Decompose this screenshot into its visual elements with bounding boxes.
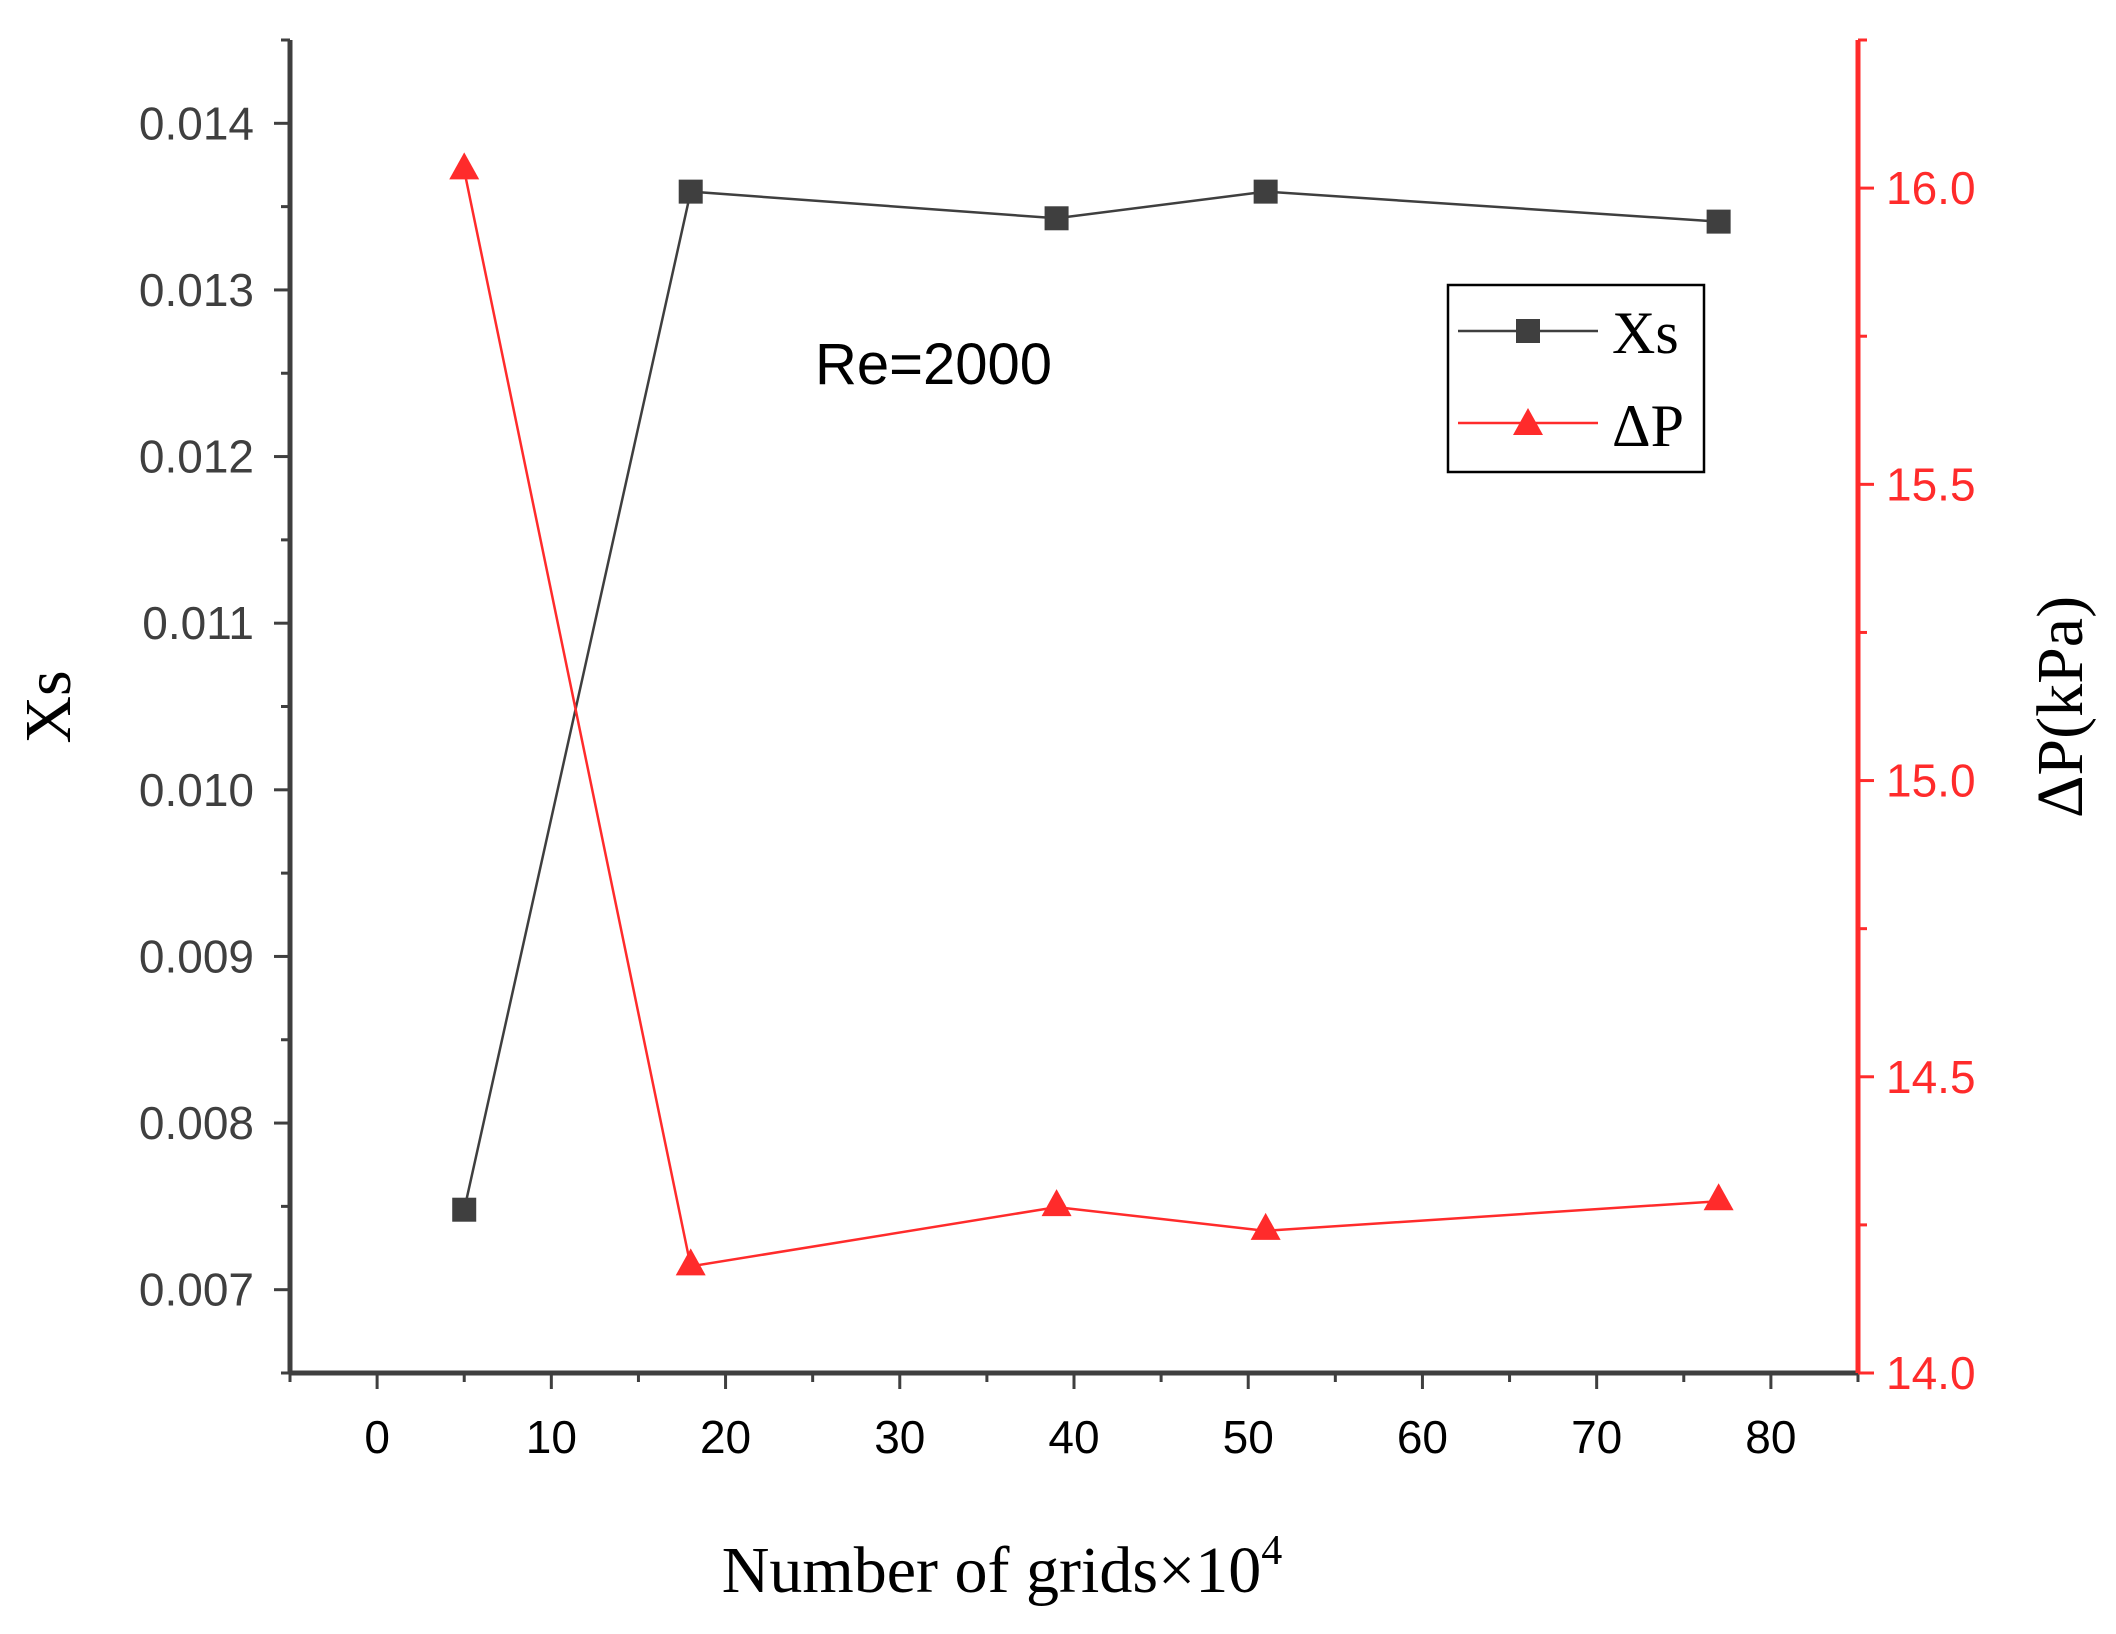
x-axis-ticks: 0 10 20 30 40 50 60 70 80 xyxy=(288,1373,1860,1463)
left-y-tick-label: 0.009 xyxy=(139,930,254,982)
left-y-tick-label: 0.014 xyxy=(139,97,254,149)
x-tick-label: 60 xyxy=(1397,1411,1448,1463)
right-y-axis-ticks: 14.0 14.5 15.0 15.5 16.0 xyxy=(1858,38,1976,1399)
legend-marker-xs xyxy=(1516,319,1540,343)
left-y-axis-ticks: 0.007 0.008 0.009 0.010 0.011 0.012 0.013 0.014 xyxy=(139,38,290,1375)
data-point-xs xyxy=(1044,206,1069,231)
x-tick-label: 70 xyxy=(1571,1411,1622,1463)
x-axis-title-exponent: 4 xyxy=(1261,1528,1282,1574)
x-axis-title: Number of grids×104 xyxy=(722,1528,1282,1607)
left-y-tick-label: 0.013 xyxy=(139,264,254,316)
legend-box xyxy=(1446,283,1706,474)
legend-label-dp: ΔP xyxy=(1612,393,1684,459)
data-point-dp xyxy=(449,152,480,180)
left-y-tick-label: 0.012 xyxy=(139,431,254,483)
series-layer xyxy=(449,152,1734,1276)
right-y-tick-label: 15.0 xyxy=(1886,755,1976,807)
data-point-dp xyxy=(1250,1212,1281,1240)
x-tick-label: 0 xyxy=(364,1411,390,1463)
left-y-tick-label: 0.008 xyxy=(139,1097,254,1149)
right-y-axis-title: ΔP(kPa) xyxy=(2024,596,2097,818)
left-y-tick-label: 0.010 xyxy=(139,764,254,816)
right-y-tick-label: 14.5 xyxy=(1886,1051,1976,1103)
x-axis-title-main: Number of grids×10 xyxy=(722,1534,1261,1607)
legend-marker-dp xyxy=(1513,408,1543,435)
left-y-axis-title: Xs xyxy=(12,670,85,743)
x-tick-label: 10 xyxy=(526,1411,577,1463)
data-point-dp xyxy=(1703,1183,1734,1211)
data-point-xs xyxy=(452,1197,477,1222)
data-point-xs xyxy=(1706,209,1731,234)
left-y-tick-label: 0.011 xyxy=(142,597,254,649)
right-y-tick-label: 16.0 xyxy=(1886,162,1976,214)
data-point-dp xyxy=(1041,1189,1072,1217)
left-y-tick-label: 0.007 xyxy=(139,1264,254,1316)
x-tick-label: 40 xyxy=(1048,1411,1099,1463)
x-tick-label: 20 xyxy=(700,1411,751,1463)
right-y-tick-label: 15.5 xyxy=(1886,458,1976,510)
data-point-dp xyxy=(675,1248,706,1276)
x-tick-label: 30 xyxy=(874,1411,925,1463)
right-y-tick-label: 14.0 xyxy=(1886,1347,1976,1399)
x-tick-label: 80 xyxy=(1745,1411,1796,1463)
legend: Xs ΔP xyxy=(1446,283,1706,474)
data-point-xs xyxy=(678,179,703,204)
data-point-xs xyxy=(1253,179,1278,204)
x-tick-label: 50 xyxy=(1223,1411,1274,1463)
legend-label-xs: Xs xyxy=(1612,300,1679,366)
reynolds-annotation: Re=2000 xyxy=(815,332,1052,397)
